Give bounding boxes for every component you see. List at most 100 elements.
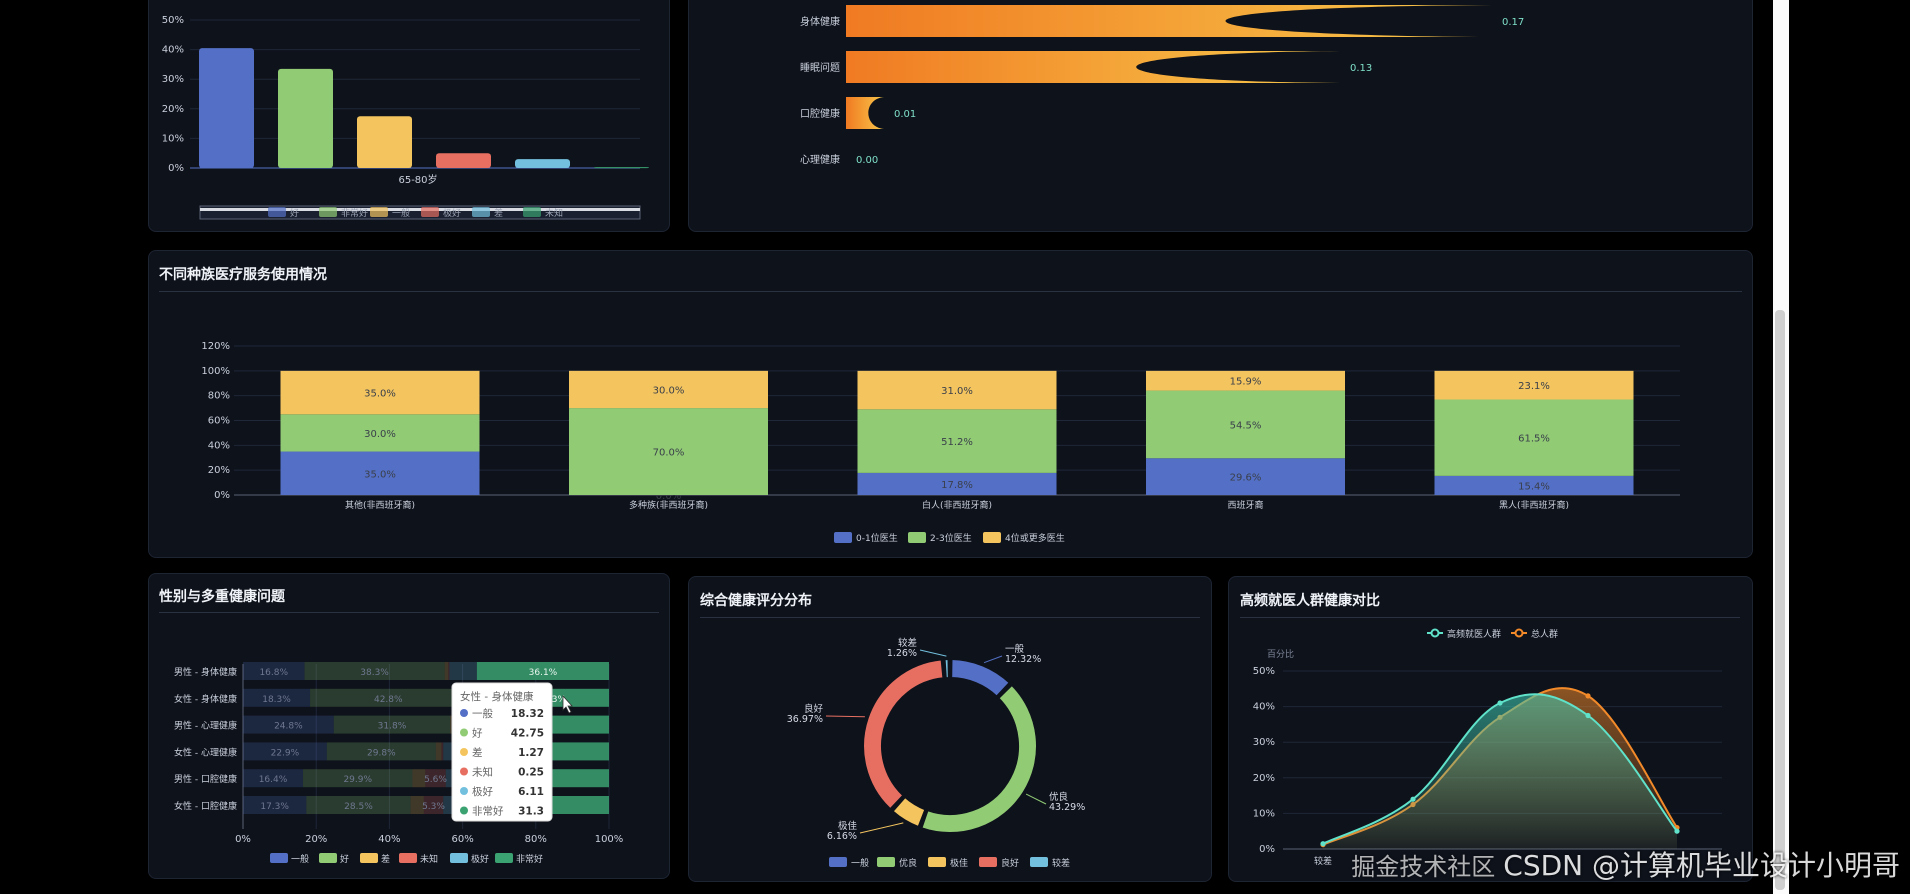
race-data-label: 61.5%: [1518, 434, 1550, 445]
freq-point: [1674, 828, 1680, 834]
gender-bar-segment: [243, 742, 327, 761]
gender-legend-label: 好: [340, 853, 349, 865]
donut-legend-swatch: [928, 857, 946, 867]
race-legend-label: 0-1位医生: [856, 532, 898, 544]
gender-bar-segment: [333, 715, 451, 734]
mouse-cursor-icon: [562, 694, 573, 714]
gender-bar-segment: [448, 662, 450, 680]
freq-legend-label: 总人群: [1531, 628, 1558, 640]
gender-data-label: 18.3%: [262, 695, 291, 705]
age-bar-差: [515, 159, 570, 168]
race-data-label: 15.4%: [1518, 481, 1550, 492]
issue-value: 0.01: [894, 109, 916, 120]
race-bar-segment: [1434, 370, 1634, 400]
age-bar-好: [199, 48, 254, 169]
race-legend-swatch: [834, 532, 852, 543]
gender-bar-segment: [425, 769, 446, 788]
issue-label: 口腔健康: [800, 107, 840, 120]
gender-data-label: 42.8%: [374, 695, 403, 705]
donut-slice-极佳: [891, 796, 927, 829]
age-bar-未知: [594, 167, 649, 169]
gender-bar-segment: [476, 662, 609, 680]
gender-bar-segment: [310, 688, 467, 707]
race-y-tick: 100%: [201, 366, 230, 377]
gender-legend-label: 极好: [471, 853, 489, 865]
freq-legend-marker: [1514, 628, 1524, 638]
age-bar-一般: [357, 116, 412, 168]
race-x-label: 黑人(非西班牙裔): [1499, 499, 1569, 511]
race-y-tick: 20%: [208, 465, 230, 476]
donut-legend-swatch: [877, 857, 895, 867]
gender-tooltip-value: 6.11: [518, 786, 544, 798]
issue-bar-口腔健康: [846, 97, 884, 129]
race-title-divider: [159, 291, 1742, 292]
gender-data-label: 29.8%: [367, 748, 396, 758]
gender-tooltip-value: 31.3: [518, 806, 544, 818]
gender-tooltip-value: 18.32: [511, 708, 544, 720]
race-bar-segment: [857, 370, 1057, 410]
race-y-tick: 40%: [208, 440, 230, 451]
gender-bar-segment: [243, 796, 307, 814]
freq-y-label: 百分比: [1267, 648, 1294, 660]
donut-legend-label: 一般: [851, 857, 869, 869]
issue-value: 0.17: [1502, 17, 1524, 28]
donut-leader-line: [825, 715, 865, 718]
gender-x-tick: 100%: [595, 834, 624, 845]
gender-tooltip-dot: [460, 728, 468, 737]
gender-data-label: 36.1%: [529, 668, 558, 678]
race-bar-segment: [1434, 475, 1634, 495]
gender-x-tick: 20%: [305, 834, 327, 845]
freq-y-tick: 10%: [1253, 808, 1275, 819]
gender-legend-swatch: [399, 853, 417, 863]
age-legend-swatch: [523, 207, 541, 217]
gender-row-label: 男性 - 身体健康: [174, 666, 237, 678]
donut-label-value: 12.32%: [1005, 654, 1041, 665]
age-y-tick: 40%: [162, 45, 184, 56]
gender-tooltip-dot: [460, 709, 468, 717]
gender-legend-swatch: [319, 853, 337, 863]
race-bar-segment: [280, 414, 480, 452]
gender-tooltip: [451, 682, 553, 822]
freq-y-tick: 0%: [1259, 844, 1275, 855]
gender-tooltip-title: 女性 - 身体健康: [460, 690, 534, 703]
gender-title-divider: [159, 612, 659, 613]
age-legend-label: 未知: [545, 207, 563, 219]
race-data-label: 70.0%: [653, 448, 685, 459]
age-y-tick: 20%: [162, 104, 184, 115]
race-bar-segment: [1434, 399, 1634, 476]
gender-tooltip-name: 未知: [472, 766, 493, 779]
race-y-tick: 60%: [208, 416, 230, 427]
race-data-label: 54.5%: [1230, 420, 1262, 431]
race-bar-segment: [280, 451, 480, 495]
watermark-juejin: 掘金技术社区: [1351, 853, 1496, 881]
race-data-label: 0.0%: [656, 491, 681, 502]
age-legend-label: 非常好: [341, 207, 368, 219]
race-x-label: 其他(非西班牙裔): [345, 499, 415, 511]
issue-label: 心理健康: [800, 153, 840, 166]
gender-bar-segment: [410, 796, 424, 814]
donut-leader-line: [859, 822, 904, 834]
gender-data-label: 24.8%: [274, 722, 303, 732]
race-bar-segment: [569, 408, 768, 495]
freq-legend-marker: [1430, 628, 1440, 638]
gender-data-label: 5.3%: [422, 802, 445, 812]
gender-bar-segment: [243, 715, 334, 734]
gender-legend-label: 一般: [291, 853, 309, 865]
race-x-label: 多种族(非西班牙裔): [629, 499, 708, 511]
gender-legend-label: 差: [381, 853, 390, 865]
donut-legend-swatch: [1030, 857, 1048, 867]
gender-row-label: 女性 - 身体健康: [174, 693, 237, 705]
age-legend-swatch: [370, 207, 388, 217]
race-data-label: 31.0%: [941, 386, 973, 397]
gender-bar-segment: [243, 688, 311, 707]
issue-label: 身体健康: [800, 15, 840, 28]
race-data-label: 23.1%: [1518, 381, 1550, 392]
gender-row-label: 男性 - 心理健康: [174, 720, 237, 732]
age-x-label: 65-80岁: [398, 173, 437, 186]
gender-bar-segment: [326, 742, 436, 761]
page-scrollbar-thumb[interactable]: [1775, 310, 1785, 890]
donut-label-value: 1.26%: [887, 648, 917, 659]
issue-bar-睡眠问题: [846, 51, 1340, 83]
race-data-label: 30.0%: [364, 429, 396, 440]
donut-slice-较差: [943, 658, 950, 680]
